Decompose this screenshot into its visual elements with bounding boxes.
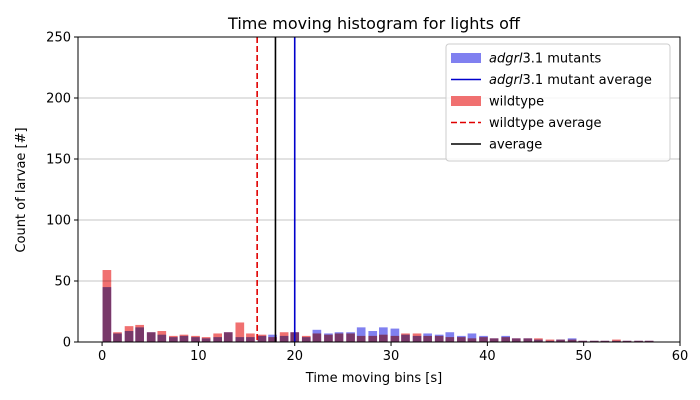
bar-wildtype: [213, 333, 222, 342]
bar-wildtype: [235, 322, 245, 342]
bar-wildtype: [334, 333, 344, 342]
bar-wildtype: [279, 332, 289, 342]
plot-frame: [77, 36, 681, 343]
legend-label-wildtype-average: wildtype average: [489, 116, 602, 131]
bar-wildtype: [191, 335, 200, 342]
axis-ticks: 0 10 20 30 40 50 60 0 50 100 150 200 250: [46, 31, 688, 365]
legend-label-average: average: [489, 138, 542, 153]
x-tick-label: 0: [98, 349, 106, 364]
legend-swatch-mutants: [451, 53, 481, 63]
bar-wildtype: [556, 339, 565, 342]
bar-wildtype: [457, 337, 466, 342]
bar-wildtype: [589, 340, 599, 342]
bar-mutants: [356, 327, 366, 342]
chart-title: Time moving histogram for lights off: [227, 14, 521, 33]
y-tick-label: 200: [46, 92, 71, 107]
bar-wildtype: [612, 339, 621, 342]
bar-wildtype: [467, 338, 477, 342]
y-tick-label: 250: [46, 31, 71, 46]
legend-box: [445, 43, 671, 162]
bar-wildtype: [412, 333, 422, 342]
legend-label-wildtype: wildtype: [489, 95, 544, 110]
x-tick-label: 40: [479, 349, 496, 364]
bar-wildtype: [600, 340, 610, 342]
x-tick-label: 50: [575, 349, 592, 364]
bar-wildtype: [445, 337, 455, 342]
y-tick-label: 150: [46, 153, 71, 168]
y-tick-label: 50: [54, 275, 71, 290]
bar-wildtype: [423, 335, 432, 342]
bar-wildtype: [501, 337, 510, 342]
bar-wildtype: [390, 335, 400, 342]
bar-wildtype: [534, 338, 543, 342]
x-tick-label: 10: [190, 349, 207, 364]
bar-wildtype: [324, 334, 333, 342]
bar-wildtype: [346, 333, 355, 342]
bar-wildtype: [179, 334, 189, 342]
bar-wildtype: [634, 340, 643, 342]
bar-wildtype: [246, 333, 255, 342]
bar-wildtype: [268, 337, 277, 342]
bar-wildtype: [479, 337, 488, 342]
bar-wildtype: [301, 335, 311, 342]
bar-wildtype: [312, 333, 322, 342]
bar-wildtype: [567, 339, 577, 342]
bar-wildtype: [157, 331, 167, 342]
y-tick-label: 100: [46, 214, 71, 229]
bar-mutants: [390, 328, 400, 342]
legend-label-mutants: adgrl3.1 mutants: [489, 52, 602, 67]
x-axis-label: Time moving bins [s]: [305, 371, 442, 386]
bar-wildtype: [356, 335, 366, 342]
bar-mutants: [467, 333, 477, 342]
legend-label-mutant-average: adgrl3.1 mutant average: [489, 73, 652, 88]
bar-wildtype: [124, 326, 134, 342]
x-tick-label: 30: [383, 349, 400, 364]
y-axis-label: Count of larvae [#]: [14, 127, 29, 252]
bar-wildtype: [545, 339, 555, 342]
bar-wildtype: [201, 337, 211, 342]
bar-wildtype: [489, 338, 499, 342]
bar-wildtype: [257, 334, 267, 342]
bar-wildtype: [622, 340, 632, 342]
bar-wildtype: [578, 340, 588, 342]
y-tick-label: 0: [63, 336, 71, 351]
bar-wildtype: [146, 332, 156, 342]
bar-wildtype: [511, 338, 521, 342]
bar-wildtype: [135, 324, 144, 342]
x-tick-label: 60: [672, 349, 689, 364]
bar-wildtype: [434, 335, 444, 342]
legend: adgrl3.1 mutants adgrl3.1 mutant average w…: [445, 43, 671, 162]
bar-wildtype: [523, 338, 533, 342]
legend-swatch-wildtype: [451, 96, 481, 106]
bar-wildtype: [379, 334, 388, 342]
bar-wildtype: [113, 332, 122, 342]
bar-wildtype: [169, 335, 178, 342]
bar-wildtype: [102, 270, 112, 342]
bar-wildtype: [644, 340, 654, 342]
average-lines: [256, 37, 296, 342]
bars: [102, 270, 654, 342]
bar-wildtype: [401, 333, 410, 342]
x-tick-label: 20: [286, 349, 303, 364]
bar-wildtype: [368, 335, 378, 342]
bar-wildtype: [223, 332, 233, 342]
